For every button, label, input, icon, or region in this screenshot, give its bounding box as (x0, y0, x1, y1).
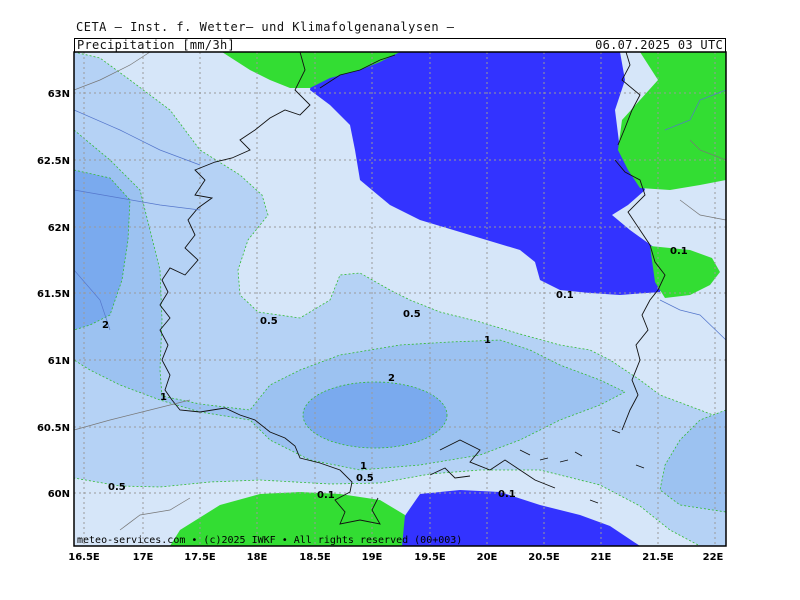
rivers (74, 89, 726, 341)
isoline-label: 0.5 (356, 473, 374, 484)
coastlines (159, 52, 666, 525)
lon-tick-label: 21.5E (642, 552, 674, 563)
land-north-west (222, 52, 400, 88)
isoline-label: 1 (484, 335, 491, 346)
map-area (74, 52, 726, 546)
isoline-label: 0.1 (317, 490, 335, 501)
sea-south (400, 490, 640, 546)
lat-tick-label: 62.5N (37, 156, 70, 167)
lon-tick-label: 16.5E (68, 552, 100, 563)
lon-tick-label: 20.5E (528, 552, 560, 563)
lon-tick-label: 21E (591, 552, 612, 563)
lat-tick-label: 61N (48, 356, 70, 367)
isoline-label: 0.1 (670, 246, 688, 257)
lon-tick-label: 17.5E (184, 552, 216, 563)
lon-tick-label: 17E (133, 552, 154, 563)
map-frame (73, 51, 727, 547)
isoline-label: 0.1 (556, 290, 574, 301)
precip-2-center (302, 381, 448, 449)
isoline-label: 2 (102, 320, 109, 331)
precip-1-band (74, 129, 626, 471)
land-north-east (618, 52, 726, 190)
land-south (170, 492, 405, 546)
isoline-label: 2 (388, 373, 395, 384)
isoline-label: 0.5 (403, 309, 421, 320)
lat-tick-label: 62N (48, 223, 70, 234)
isoline-label: 0.5 (260, 316, 278, 327)
parameter-label: Precipitation [mm/3h] (77, 38, 236, 52)
product-subheader: Precipitation [mm/3h] 06.07.2025 03 UTC (74, 38, 726, 52)
isoline-label: 1 (360, 461, 367, 472)
isoline-label: 0.5 (108, 482, 126, 493)
precip-0.5-west (74, 52, 726, 546)
graticule (74, 52, 726, 546)
lon-tick-label: 18E (247, 552, 268, 563)
valid-time-label: 06.07.2025 03 UTC (595, 38, 723, 52)
longitude-axis: 16.5E 17E 17.5E 18E 18.5E 19E 19.5E 20E … (68, 552, 723, 563)
lat-tick-label: 63N (48, 89, 70, 100)
product-title: CETA — Inst. f. Wetter— und Klimafolgena… (76, 20, 455, 34)
lat-tick-label: 61.5N (37, 289, 70, 300)
copyright-text: meteo-services.com • (c)2025 IWKF • All … (77, 535, 462, 546)
lon-tick-label: 19.5E (414, 552, 446, 563)
lon-tick-label: 19E (362, 552, 383, 563)
precip-1-east (659, 409, 726, 513)
lon-tick-label: 22E (703, 552, 724, 563)
isoline-label: 1 (160, 392, 167, 403)
isoline-label: 0.1 (498, 489, 516, 500)
borders (74, 52, 726, 531)
lat-tick-label: 60N (48, 489, 70, 500)
isoline-labels: 0.1 0.1 0.1 0.1 0.5 0.5 0.5 0.5 1 1 1 2 … (102, 246, 688, 501)
land-east (650, 246, 720, 298)
precip-2-west (74, 169, 131, 331)
lon-tick-label: 20E (477, 552, 498, 563)
lat-tick-label: 60.5N (37, 423, 70, 434)
lon-tick-label: 18.5E (299, 552, 331, 563)
latitude-axis: 63N 62.5N 62N 61.5N 61N 60.5N 60N (37, 89, 70, 500)
